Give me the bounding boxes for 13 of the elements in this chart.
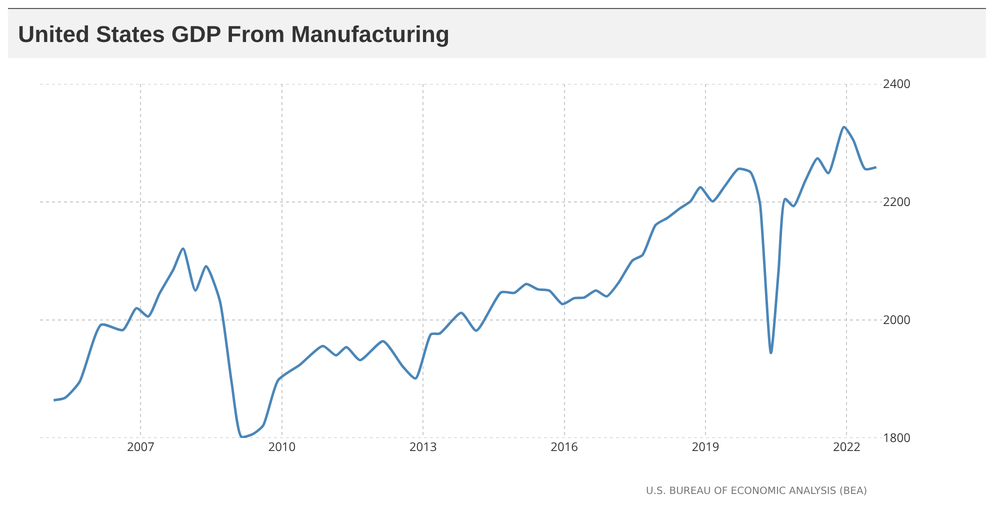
line-series — [52, 126, 878, 438]
chart-title: United States GDP From Manufacturing — [8, 8, 986, 58]
x-tick-label: 2007 — [126, 438, 155, 455]
text: U.S. BUREAU OF ECONOMIC ANALYSIS (BEA) — [646, 486, 868, 497]
x-tick-label: 2010 — [268, 438, 296, 455]
y-tick-label: 1800 — [883, 429, 911, 446]
x-tick-label: 2019 — [692, 438, 720, 455]
x-tick-label: 2013 — [409, 438, 437, 455]
x-tick-label: 2016 — [550, 438, 578, 455]
y-tick-label: 2400 — [883, 75, 911, 92]
y-tick-label: 2200 — [883, 193, 911, 210]
y-tick-label: 2000 — [883, 311, 911, 328]
x-tick-label: 2022 — [832, 438, 861, 455]
